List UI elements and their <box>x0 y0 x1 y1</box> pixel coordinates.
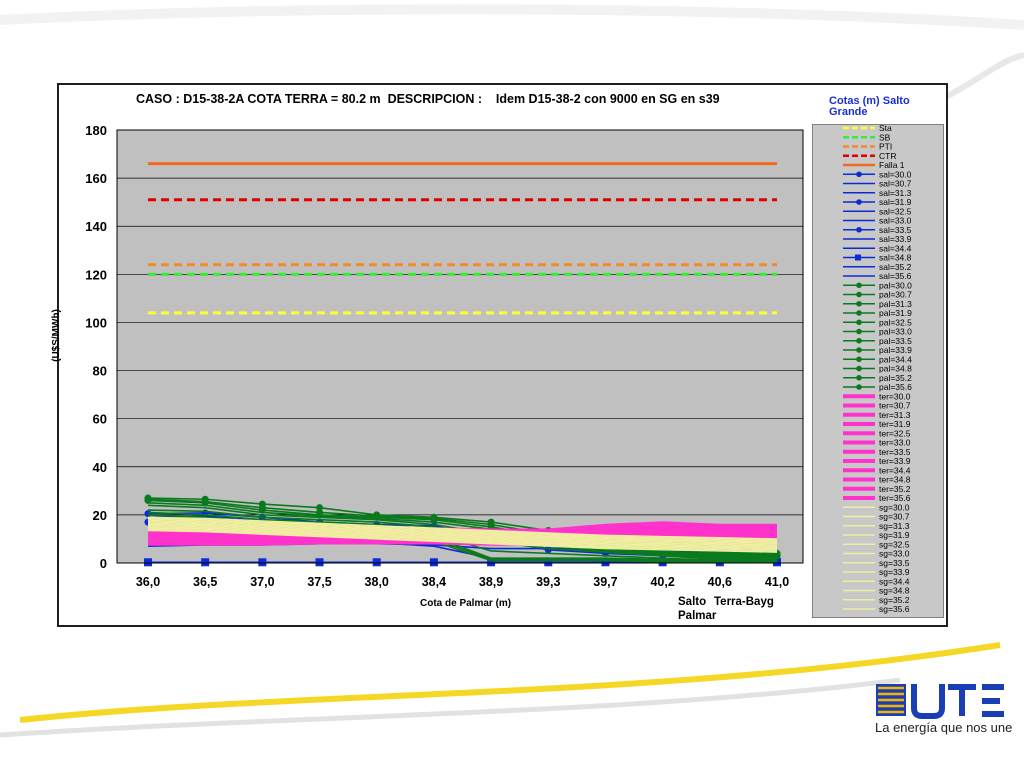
x-tick-label: 36,0 <box>136 575 160 589</box>
x-tick-label: 39,3 <box>536 575 560 589</box>
pal-point <box>316 504 324 512</box>
x-tick-label: 40,2 <box>650 575 674 589</box>
sg-line <box>147 525 778 549</box>
y-tick-label: 0 <box>100 556 107 571</box>
ute-logo <box>876 684 1004 719</box>
sg-line <box>147 527 778 551</box>
x-tick-label: 36,5 <box>193 575 217 589</box>
sal-point <box>258 558 267 567</box>
sg-line <box>147 520 778 544</box>
sg-line <box>147 516 778 540</box>
sg-line <box>147 521 778 545</box>
logo-tagline: La energía que nos une <box>875 720 1013 735</box>
y-tick-label: 120 <box>85 267 107 282</box>
x-tick-label: 40,6 <box>708 575 732 589</box>
sal-point <box>201 558 210 567</box>
sal-point <box>144 558 152 567</box>
y-tick-label: 80 <box>93 364 107 379</box>
x-tick-label: 38,4 <box>422 575 446 589</box>
sal-point <box>144 510 152 518</box>
x-tick-label: 41,0 <box>765 575 789 589</box>
sg-line <box>147 522 778 546</box>
x-tick-label: 38,9 <box>479 575 503 589</box>
sg-series-group <box>147 516 778 553</box>
x-tick-label: 37,0 <box>250 575 274 589</box>
y-tick-label: 160 <box>85 171 107 186</box>
sal-point <box>487 558 496 567</box>
chart-title: CASO : D15-38-2A COTA TERRA = 80.2 m DES… <box>136 92 720 106</box>
plot-background <box>116 129 804 564</box>
y-tick-label: 100 <box>85 315 107 330</box>
y-tick-label: 140 <box>85 219 107 234</box>
pal-line <box>147 502 778 558</box>
x-axis-label: Cota de Palmar (m) <box>420 598 512 609</box>
y-tick-label: 60 <box>93 412 107 427</box>
y-tick-label: 20 <box>93 508 107 523</box>
sal-point <box>429 558 438 567</box>
sal-point <box>372 558 381 567</box>
sal-point <box>601 558 610 567</box>
y-tick-label: 180 <box>85 123 107 138</box>
sal-point <box>315 558 324 567</box>
plot-label-terra: Terra-Bayg <box>714 596 774 608</box>
logo-stripes-icon <box>876 684 906 716</box>
x-tick-label: 37,5 <box>307 575 331 589</box>
sal-point <box>544 558 553 567</box>
plot-label-palmar: Palmar <box>678 610 717 622</box>
sg-line <box>147 517 778 541</box>
sg-line <box>147 528 778 552</box>
sg-line <box>147 529 778 553</box>
legend <box>812 124 944 618</box>
x-tick-label: 38,0 <box>365 575 389 589</box>
x-tick-label: 39,7 <box>593 575 617 589</box>
sg-line <box>147 523 778 547</box>
plot-label-salto: Salto <box>678 596 707 608</box>
legend-title: Cotas (m) Salto Grande <box>829 95 910 118</box>
sg-line <box>147 519 778 543</box>
y-tick-label: 40 <box>93 460 107 475</box>
plot-border <box>116 129 804 564</box>
sg-line <box>147 526 778 550</box>
logo-word-icon <box>911 684 1004 719</box>
